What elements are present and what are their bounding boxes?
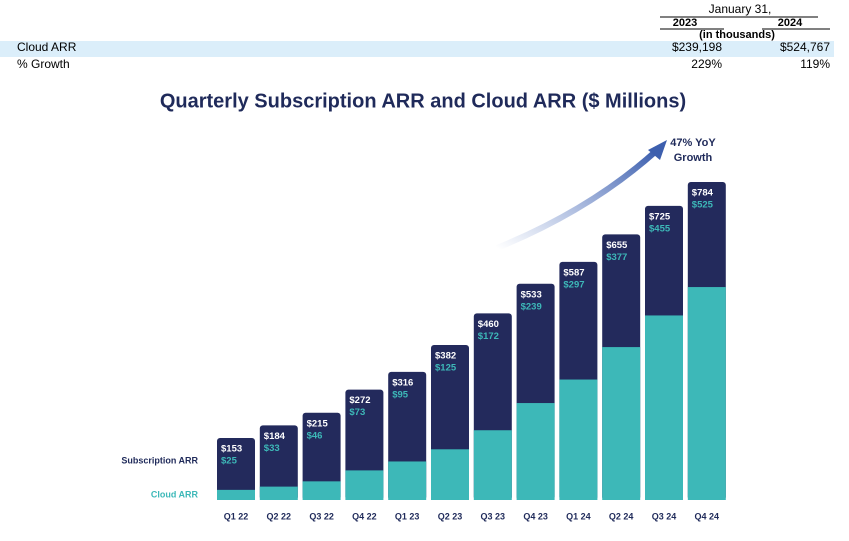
value-label: $297 [563, 279, 584, 290]
bar [516, 403, 555, 500]
bar [559, 379, 598, 500]
x-tick-label: Q2 23 [438, 511, 463, 521]
legend-label: Cloud ARR [151, 489, 199, 499]
table-header: January 31, [709, 2, 772, 16]
value-label: $382 [435, 351, 456, 362]
value-label: $95 [392, 389, 409, 400]
x-tick-label: Q1 22 [224, 511, 249, 521]
units: (in thousands) [699, 29, 775, 41]
arrow-head [648, 140, 667, 160]
value-label: $655 [606, 240, 628, 251]
bar [687, 287, 726, 500]
value-label: $172 [478, 331, 499, 342]
value-label: $239 [521, 301, 542, 312]
bar [259, 425, 298, 500]
value-label: $525 [692, 200, 714, 211]
x-tick-label: Q1 24 [566, 511, 591, 521]
bar [431, 449, 469, 500]
bar [602, 347, 641, 500]
value-label: $125 [435, 363, 457, 374]
bar [302, 412, 341, 500]
cell: 119% [800, 57, 830, 71]
legend-label: Subscription ARR [121, 455, 198, 465]
value-label: $272 [349, 395, 370, 406]
x-tick-label: Q3 22 [309, 511, 334, 521]
annotation: 47% YoY [670, 137, 716, 149]
x-tick-label: Q3 24 [652, 511, 677, 521]
value-label: $784 [692, 188, 714, 199]
value-label: $455 [649, 223, 671, 234]
value-label: $316 [392, 377, 413, 388]
x-tick-label: Q4 22 [352, 511, 377, 521]
value-label: $33 [264, 443, 280, 454]
value-label: $377 [606, 252, 627, 263]
row-label: % Growth [17, 57, 70, 71]
bar [473, 430, 512, 500]
cell: $524,767 [780, 40, 830, 54]
value-label: $587 [563, 267, 584, 278]
value-label: $46 [307, 430, 323, 441]
x-tick-label: Q2 22 [267, 511, 292, 521]
x-tick-label: Q4 24 [695, 511, 720, 521]
bar [302, 481, 341, 500]
value-label: $725 [649, 211, 671, 222]
x-tick-label: Q4 23 [523, 511, 548, 521]
x-tick-label: Q2 24 [609, 511, 634, 521]
bar [259, 486, 298, 500]
value-label: $153 [221, 443, 242, 454]
column-header: 2024 [778, 17, 803, 29]
value-label: $73 [349, 407, 365, 418]
bar [388, 461, 427, 500]
x-tick-label: Q3 23 [481, 511, 506, 521]
bar [645, 315, 683, 500]
bar [345, 470, 384, 500]
x-tick-label: Q1 23 [395, 511, 420, 521]
cell: $239,198 [672, 40, 722, 54]
bar [217, 437, 255, 500]
column-header: 2023 [673, 17, 697, 29]
value-label: $215 [307, 418, 329, 429]
bar [217, 489, 255, 500]
chart-title: Quarterly Subscription ARR and Cloud ARR… [160, 90, 686, 112]
value-label: $460 [478, 319, 499, 330]
row-highlight [0, 41, 834, 57]
cell: 229% [691, 57, 722, 71]
growth-arrow [495, 149, 657, 251]
row-label: Cloud ARR [17, 40, 77, 54]
annotation: Growth [674, 152, 713, 164]
value-label: $533 [521, 289, 542, 300]
value-label: $184 [264, 431, 286, 442]
value-label: $25 [221, 455, 238, 466]
